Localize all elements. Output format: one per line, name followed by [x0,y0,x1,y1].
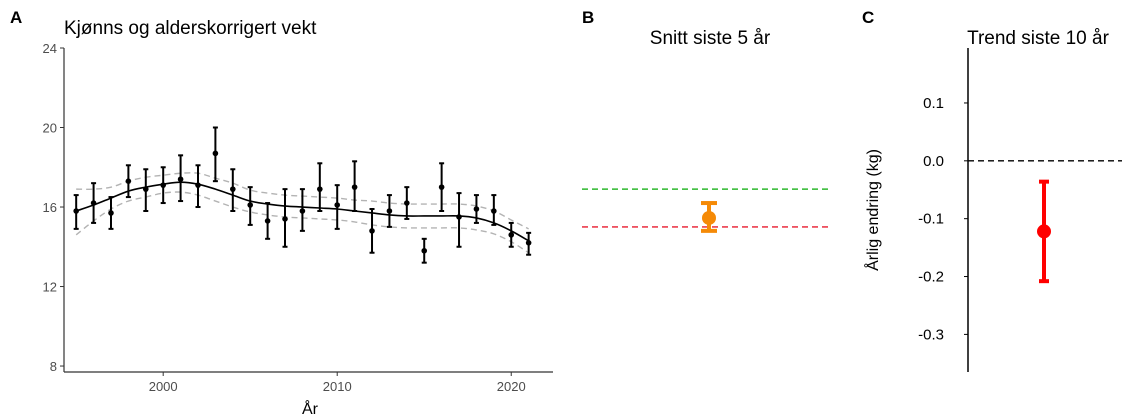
point-marker [247,202,254,208]
point-marker [282,216,288,222]
x-tick-label: 2000 [149,379,178,394]
data-point [125,164,132,199]
y-tick-label: -0.2 [918,269,944,286]
data-point [108,196,114,230]
panel-c-point [1037,179,1051,284]
data-point [491,194,497,226]
panel-c-ticks: 0.1 0.0 -0.1 -0.2 -0.3 [918,95,968,343]
point-marker [334,202,341,208]
data-point [90,182,97,224]
panel-c-y-label: Årlig endring (kg) [863,149,882,271]
data-point [456,192,462,248]
point-marker [508,232,515,238]
panel-a-title: Kjønns og alderskorrigert vekt [64,18,317,39]
panel-b-title: Snitt siste 5 år [650,28,771,49]
x-tick-label: 2020 [497,379,526,394]
point-marker [351,184,358,190]
data-point [438,162,445,212]
point-marker [525,239,532,246]
data-point [404,186,410,220]
x-tick-label: 2010 [323,379,352,394]
point-marker [456,214,462,220]
panel-letter-b: B [582,8,594,27]
data-point [421,237,428,264]
y-tick-label: 12 [43,280,57,295]
data-point [351,160,358,212]
data-point [73,194,79,230]
point-marker [73,208,79,214]
point-marker [369,228,375,234]
point-marker [404,200,410,206]
point-marker [195,182,201,188]
point-marker [702,210,716,225]
data-point [212,126,219,183]
y-tick-label: -0.3 [918,326,944,343]
data-point [508,221,515,248]
point-marker [177,176,184,182]
y-tick-label: 8 [50,359,57,374]
panel-a-ticks: 8 12 16 20 24 2000 2010 2020 [43,41,526,394]
panel-a-points [73,126,532,264]
point-marker [473,206,480,212]
panel-c-title: Trend siste 10 år [967,28,1110,49]
point-marker [299,208,306,214]
point-marker [491,208,497,214]
y-tick-label: -0.1 [918,211,944,228]
point-marker [1037,224,1051,239]
point-marker [142,186,149,192]
data-point [386,194,393,228]
point-marker [125,178,132,184]
data-point [299,188,306,232]
data-point [160,166,166,205]
data-point [282,188,288,248]
panel-a-x-label: År [302,399,319,417]
data-point [264,202,271,240]
point-marker [160,182,166,188]
point-marker [212,150,219,157]
data-point [369,208,375,254]
data-point [317,162,323,212]
panel-letter-a: A [10,8,22,27]
y-tick-label: 0.0 [923,153,944,170]
y-tick-label: 16 [43,200,57,215]
point-marker [108,210,114,216]
point-marker [438,184,445,190]
data-point [195,164,201,209]
data-point [473,194,480,224]
data-point [334,184,341,230]
point-marker [317,186,323,192]
data-point [525,231,532,256]
data-point [247,186,254,226]
panel-b-point [701,201,717,233]
point-marker [230,186,236,192]
point-marker [386,208,393,214]
data-point [142,168,149,212]
point-marker [264,218,271,224]
point-marker [90,200,97,206]
data-point [177,154,184,203]
y-tick-label: 20 [43,121,57,136]
panel-letter-c: C [862,8,874,27]
point-marker [421,247,428,254]
data-point [230,168,236,212]
y-tick-label: 0.1 [923,95,944,112]
y-tick-label: 24 [43,41,57,56]
